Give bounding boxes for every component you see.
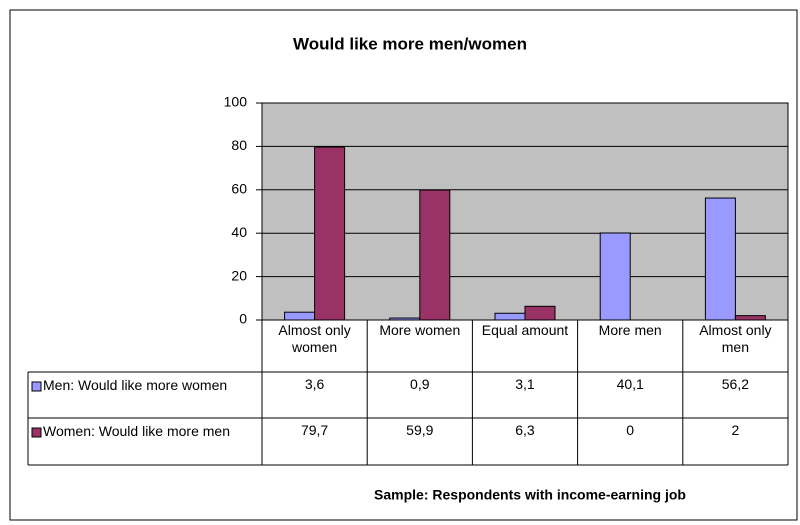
bar bbox=[494, 312, 526, 321]
x-tick-label: Almost only men bbox=[699, 322, 772, 355]
data-label: 79,7 bbox=[300, 422, 329, 438]
data-label: 2 bbox=[731, 422, 740, 438]
data-label: 40,1 bbox=[616, 376, 644, 392]
legend-entry: Women: Would like more men bbox=[43, 423, 230, 439]
legend-key bbox=[31, 427, 42, 438]
x-tick-label: Equal amount bbox=[481, 322, 569, 338]
data-label: 56,2 bbox=[721, 376, 750, 392]
y-tick-label: 60 bbox=[231, 181, 247, 197]
data-label: 59,9 bbox=[406, 422, 434, 438]
data-label: 3,6 bbox=[304, 376, 325, 392]
note: Sample: Respondents with income-earning … bbox=[374, 487, 686, 503]
bar bbox=[389, 317, 421, 321]
plot-area bbox=[261, 102, 789, 321]
x-tick-label: More men bbox=[598, 322, 662, 338]
bar bbox=[599, 232, 631, 321]
data-label: 0 bbox=[626, 422, 635, 438]
bar bbox=[734, 315, 766, 321]
x-tick-label: Almost only women bbox=[278, 322, 351, 355]
y-tick-label: 100 bbox=[224, 94, 248, 110]
y-tick-label: 80 bbox=[231, 137, 247, 153]
y-tick-label: 0 bbox=[239, 311, 247, 327]
bar bbox=[524, 305, 556, 321]
data-label: 0,9 bbox=[410, 376, 430, 392]
data-label: 6,3 bbox=[515, 422, 535, 438]
y-tick-label: 20 bbox=[231, 267, 247, 283]
x-tick-label: More women bbox=[379, 322, 461, 338]
bar bbox=[419, 189, 451, 321]
bar bbox=[314, 146, 346, 321]
legend-entry: Men: Would like more women bbox=[43, 377, 228, 393]
data-label: 3,1 bbox=[515, 376, 535, 392]
bar bbox=[704, 197, 736, 321]
y-tick-label: 40 bbox=[231, 224, 247, 240]
bar bbox=[284, 311, 316, 321]
legend-key bbox=[31, 381, 42, 392]
chart-title: Would like more men/women bbox=[293, 34, 527, 53]
